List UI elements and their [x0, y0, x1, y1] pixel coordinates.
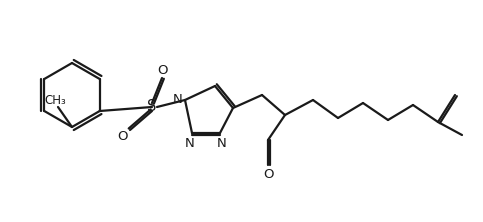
Text: N: N: [217, 137, 227, 150]
Text: N: N: [172, 93, 182, 107]
Text: O: O: [117, 129, 127, 143]
Text: N: N: [185, 137, 195, 150]
Text: O: O: [157, 65, 167, 77]
Text: CH₃: CH₃: [44, 95, 66, 107]
Text: O: O: [263, 168, 273, 182]
Text: S: S: [147, 99, 156, 115]
